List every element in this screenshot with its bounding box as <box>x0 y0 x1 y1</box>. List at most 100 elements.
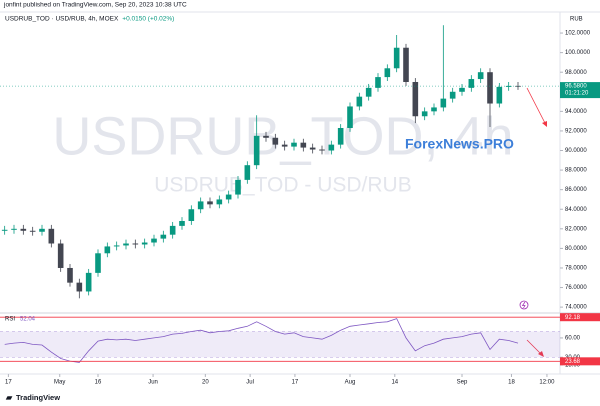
candle-body <box>85 272 92 292</box>
footer: TradingView <box>16 393 60 402</box>
y-tick-label: 80.0000 <box>565 246 587 252</box>
arrow <box>526 87 547 126</box>
candle-body <box>197 201 204 210</box>
candle-body <box>431 107 437 112</box>
candle-body <box>188 209 195 221</box>
candle-body <box>468 79 475 88</box>
level-label: 92.18 <box>565 315 581 321</box>
candle-body <box>123 243 129 246</box>
rsi-value: 52.04 <box>20 317 36 323</box>
candle-body <box>244 165 251 180</box>
x-tick-label: 17 <box>5 380 12 386</box>
y-tick-label: 92.0000 <box>565 129 587 135</box>
level-box <box>560 357 600 366</box>
x-tick-label: 12:00 <box>539 380 555 386</box>
y-tick-label: 84.0000 <box>565 207 587 213</box>
candle-body <box>113 245 120 247</box>
candle-body <box>300 142 307 148</box>
candle-body <box>412 81 419 117</box>
candle-body <box>356 96 363 107</box>
y-tick-label: 78.0000 <box>565 266 587 272</box>
candle-body <box>319 149 325 151</box>
candle-body <box>151 238 157 243</box>
watermark-symbol: USDRUB_TOD, 4h <box>52 106 513 166</box>
arrow-head <box>538 351 544 357</box>
candle-body <box>337 127 344 145</box>
candle-body <box>253 135 260 166</box>
candle-body <box>393 47 400 69</box>
candle-body <box>225 194 232 200</box>
candle-body <box>132 243 139 245</box>
last-price-box <box>560 82 600 99</box>
candle-body <box>104 246 111 254</box>
candle-body <box>67 267 73 283</box>
level-box <box>560 313 600 322</box>
last-price-label: 96.5800 <box>565 84 587 90</box>
candle-body <box>29 230 36 232</box>
rsi-band <box>0 331 560 358</box>
candle-body <box>477 72 484 80</box>
candle-body <box>449 91 456 99</box>
candle-body <box>95 253 101 273</box>
x-tick-label: 20 <box>202 380 209 386</box>
brand-logo: ▰ <box>5 393 13 402</box>
y-tick-label: 94.0000 <box>565 109 587 115</box>
candle-body <box>459 87 465 92</box>
symbol-title: USDRUB_TOD · USD/RUB, 4h, MOEX <box>5 16 119 23</box>
candle-body <box>48 228 55 244</box>
candle-body <box>141 242 148 245</box>
x-tick-label: 14 <box>391 380 398 386</box>
candle-body <box>216 199 223 205</box>
candle-body <box>403 47 409 82</box>
candle-body <box>235 179 241 195</box>
watermark-description: USDRUB_TOD - USD/RUB <box>154 174 411 197</box>
x-tick-label: 18 <box>508 380 515 386</box>
countdown: 01:21:20 <box>565 91 589 97</box>
candle-body <box>487 72 493 104</box>
level-label: 23.68 <box>565 359 581 365</box>
candle-body <box>505 85 512 87</box>
candle-body <box>160 234 167 239</box>
y-tick-label: 90.0000 <box>565 148 587 154</box>
candle-body <box>272 137 279 145</box>
candle-body <box>347 106 353 128</box>
candle-body <box>263 135 269 138</box>
alert-icon-bolt <box>521 301 526 309</box>
x-tick-label: Aug <box>345 380 356 386</box>
x-tick-label: 17 <box>292 380 299 386</box>
candle-body <box>11 228 17 230</box>
site-watermark: ForexNews.PRO <box>405 136 514 152</box>
y-tick-label: 86.0000 <box>565 187 587 193</box>
x-tick-label: Sep <box>457 380 468 386</box>
alert-icon[interactable] <box>519 300 529 310</box>
candle-body <box>375 77 381 88</box>
y-tick-label: 74.0000 <box>565 305 587 311</box>
candle-body <box>328 144 335 151</box>
x-tick-label: May <box>54 380 65 386</box>
candle-body <box>57 243 64 268</box>
candle-body <box>281 144 288 147</box>
y-tick-label: 100.0000 <box>565 50 591 56</box>
candle-body <box>169 225 176 235</box>
candle-body <box>421 111 428 117</box>
candle-body <box>1 229 8 231</box>
candle-body <box>496 86 503 104</box>
candle-body <box>440 98 447 108</box>
candle-body <box>384 68 391 78</box>
y-tick-label: 18.00 <box>565 363 581 369</box>
rsi-line <box>4 318 519 363</box>
y-tick-label: 102.0000 <box>565 31 591 37</box>
candle-body <box>291 142 297 147</box>
candle-body <box>39 228 45 232</box>
candle-body <box>365 87 372 97</box>
currency: RUB <box>570 17 583 23</box>
header: jonfint published on TradingView.com, Se… <box>3 2 187 9</box>
candle-body <box>76 282 83 292</box>
x-tick-label: Jun <box>148 380 158 386</box>
y-tick-label: 88.0000 <box>565 168 587 174</box>
price-change: +0.0150 (+0.02%) <box>122 16 174 23</box>
candle-body <box>207 201 213 205</box>
y-tick-label: 76.0000 <box>565 285 587 291</box>
y-tick-label: 98.0000 <box>565 70 587 76</box>
